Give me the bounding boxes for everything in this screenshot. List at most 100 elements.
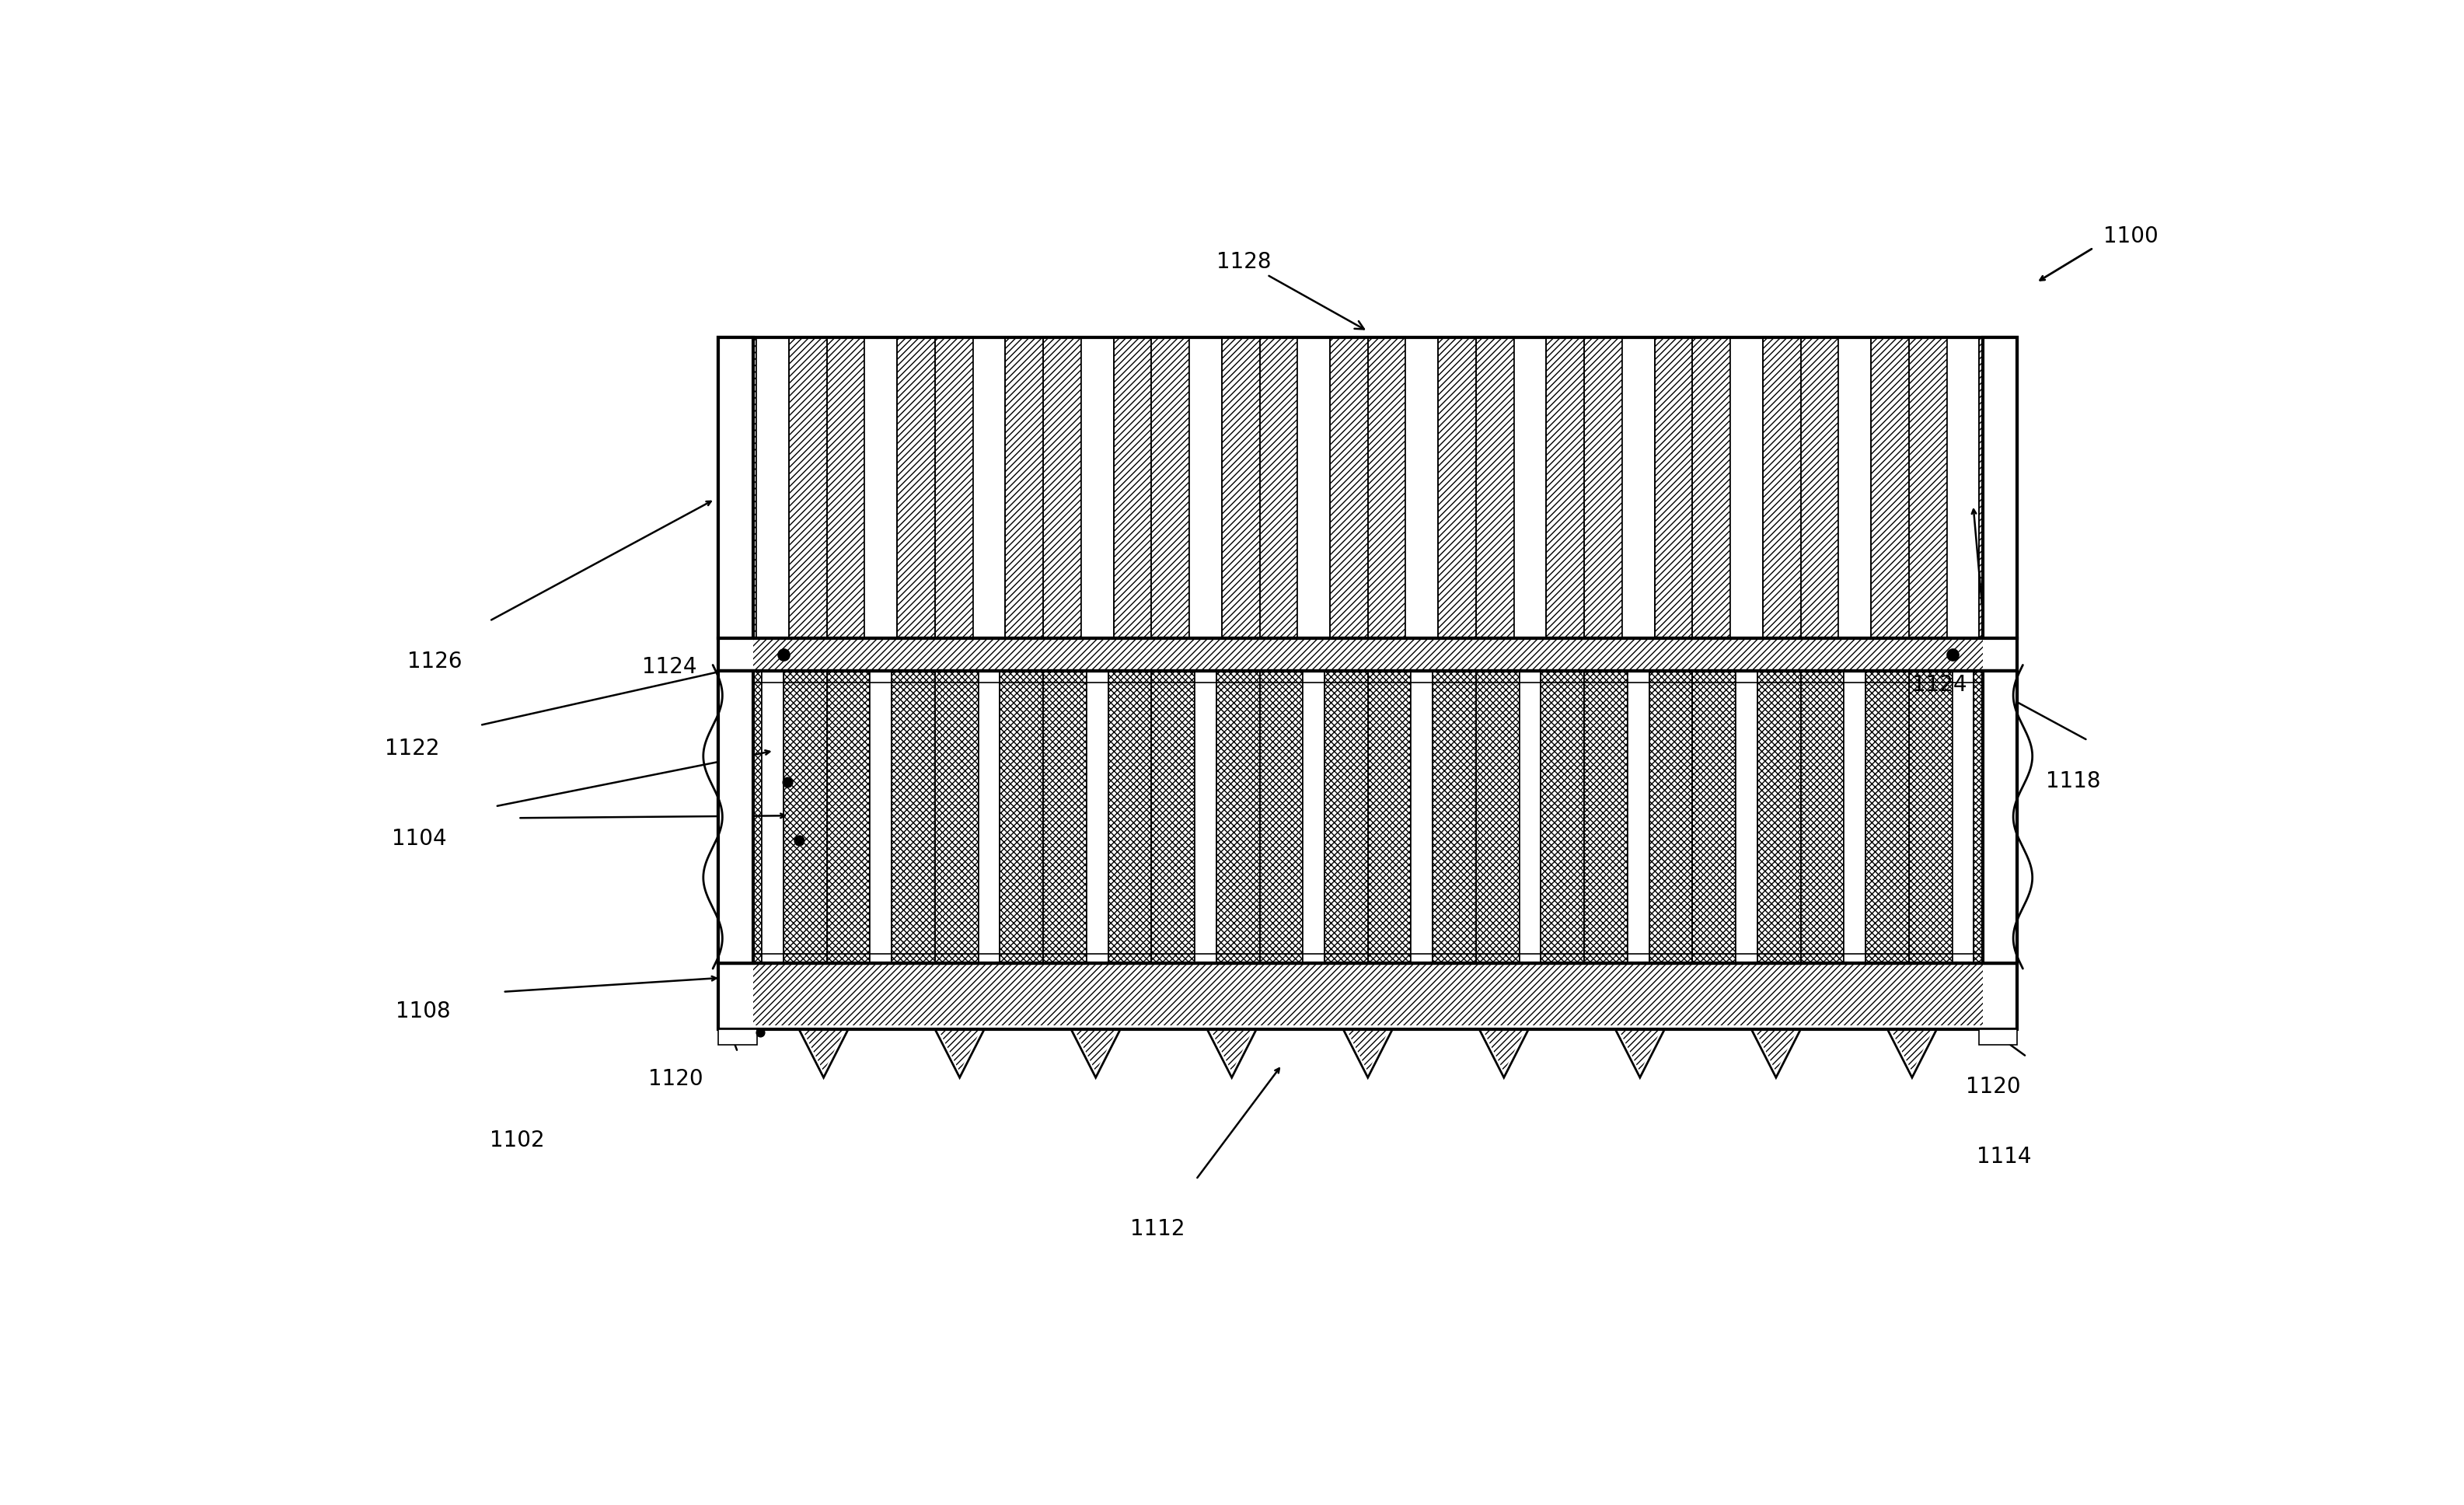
Text: 1128: 1128	[1217, 251, 1365, 330]
Bar	[1042, 337, 1082, 638]
Bar	[719, 963, 2018, 1029]
Bar	[719, 337, 2018, 638]
Bar	[1114, 337, 1151, 638]
Text: 1122: 1122	[384, 737, 439, 760]
Bar	[1259, 671, 1303, 963]
Bar	[1621, 337, 1656, 638]
Text: 1114: 1114	[1976, 1145, 2033, 1168]
Bar	[1368, 337, 1404, 638]
Bar	[754, 638, 1984, 671]
Bar	[1005, 337, 1042, 638]
Bar	[1801, 671, 1843, 963]
Bar	[1870, 337, 1910, 638]
Bar	[1540, 671, 1584, 963]
Bar	[784, 671, 828, 963]
Bar	[788, 337, 828, 638]
Text: 1120: 1120	[1966, 1076, 2020, 1097]
Bar	[719, 671, 761, 963]
Polygon shape	[1478, 1029, 1528, 1078]
Bar	[978, 671, 1000, 963]
Bar	[1843, 671, 1865, 963]
Bar	[1547, 337, 1584, 638]
Bar	[1951, 671, 1974, 963]
Bar	[754, 963, 1984, 1025]
Polygon shape	[934, 1029, 986, 1078]
Polygon shape	[1343, 1029, 1392, 1078]
Point	[742, 1020, 781, 1044]
Bar	[1299, 337, 1331, 638]
Text: 1124: 1124	[1912, 674, 1966, 695]
Polygon shape	[1752, 1029, 1801, 1078]
Bar	[828, 671, 870, 963]
Bar	[1109, 671, 1151, 963]
Bar	[1693, 337, 1730, 638]
Point	[779, 828, 818, 852]
Bar	[865, 337, 897, 638]
Bar	[1584, 671, 1629, 963]
Bar	[1629, 671, 1648, 963]
Text: 1120: 1120	[648, 1069, 702, 1090]
Bar	[1000, 671, 1042, 963]
Bar	[1757, 671, 1801, 963]
Text: 1100: 1100	[2104, 226, 2158, 247]
Bar	[973, 337, 1005, 638]
Polygon shape	[1614, 1029, 1666, 1078]
Bar	[1974, 671, 2018, 963]
Bar	[756, 337, 788, 638]
Bar	[1947, 337, 1979, 638]
Bar	[1865, 671, 1910, 963]
Polygon shape	[798, 1029, 848, 1078]
Bar	[870, 671, 892, 963]
Text: 1124: 1124	[643, 656, 697, 679]
Polygon shape	[1207, 1029, 1257, 1078]
Bar	[761, 671, 784, 963]
Text: 1112: 1112	[1131, 1219, 1185, 1240]
Bar	[934, 337, 973, 638]
Bar	[828, 337, 865, 638]
Bar	[1087, 671, 1109, 963]
Bar	[1195, 671, 1217, 963]
Bar	[1190, 337, 1222, 638]
Bar	[1326, 671, 1368, 963]
Bar	[1368, 671, 1412, 963]
Bar	[1303, 671, 1326, 963]
Bar	[1735, 671, 1757, 963]
Bar	[1217, 671, 1259, 963]
Bar	[1979, 1029, 2018, 1044]
Bar	[1984, 671, 2018, 963]
Bar	[1412, 671, 1432, 963]
Point	[769, 769, 808, 793]
Bar	[1331, 337, 1368, 638]
Bar	[1042, 671, 1087, 963]
Bar	[1432, 671, 1476, 963]
Bar	[897, 337, 934, 638]
Text: 1126: 1126	[407, 650, 463, 673]
Bar	[719, 671, 754, 963]
Bar	[1259, 337, 1299, 638]
Text: 1102: 1102	[490, 1129, 545, 1151]
Bar	[719, 337, 756, 638]
Bar	[1762, 337, 1801, 638]
Bar	[1404, 337, 1439, 638]
Bar	[719, 337, 754, 638]
Polygon shape	[1072, 1029, 1121, 1078]
Bar	[1082, 337, 1114, 638]
Point	[764, 643, 803, 667]
Bar	[1838, 337, 1870, 638]
Bar	[1984, 337, 2018, 638]
Bar	[1222, 337, 1259, 638]
Bar	[719, 638, 2018, 671]
Bar	[1151, 337, 1190, 638]
Bar	[1439, 337, 1476, 638]
Bar	[1693, 671, 1735, 963]
Bar	[892, 671, 934, 963]
Bar	[719, 1029, 756, 1044]
Polygon shape	[1887, 1029, 1937, 1078]
Bar	[1151, 671, 1195, 963]
Text: 1108: 1108	[397, 1001, 451, 1022]
Bar	[1910, 337, 1947, 638]
Point	[1932, 643, 1971, 667]
Bar	[719, 671, 2018, 963]
Bar	[1656, 337, 1693, 638]
Bar	[1730, 337, 1762, 638]
